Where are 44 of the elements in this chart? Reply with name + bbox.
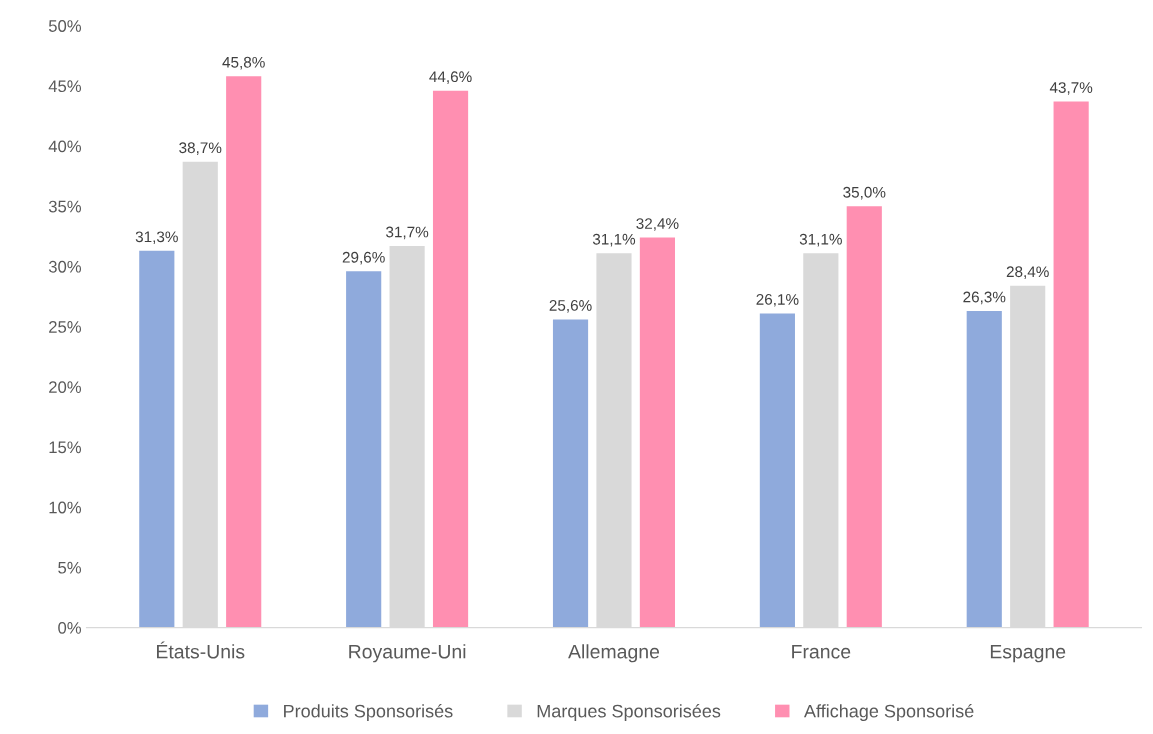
y-tick-label: 0% [58,621,82,634]
bar [639,237,675,628]
legend-label: Affichage Sponsorisé [803,704,974,722]
data-label: 45,8% [222,56,265,70]
data-label: 44,6% [429,71,472,84]
y-tick-label: 10% [49,501,82,514]
y-tick-label: 25% [49,321,82,333]
y-tick-label: 50% [48,20,82,32]
legend-label: Produits Sponsorisés [284,704,453,722]
data-label: 31,1% [592,233,636,247]
bar [226,76,262,628]
bar [759,313,795,628]
data-label: 25,6% [549,300,592,313]
bar [552,319,589,628]
data-label: 26,3% [963,291,1006,305]
y-tick-label: 35% [48,200,82,213]
y-tick-label: 40% [48,140,82,153]
x-tick-label: États-Unis [157,641,245,659]
data-label: 32,4% [636,218,679,231]
x-tick-label: France [792,644,851,659]
y-tick-label: 30% [48,260,82,273]
bar [966,310,1002,628]
bar [139,250,175,628]
y-tick-label: 20% [49,381,82,394]
y-tick-label: 5% [58,561,82,574]
bar [846,206,882,628]
y-tick-label: 15% [49,441,82,454]
x-tick-label: Allemagne [568,644,660,663]
data-label: 31,7% [386,226,429,240]
data-label: 31,3% [135,231,178,245]
bar [346,271,382,628]
x-tick-label: Royaume-Uni [349,644,466,663]
x-tick-label: Espagne [990,644,1066,663]
bar [432,90,469,628]
data-label: 28,4% [1006,266,1049,279]
data-label: 43,7% [1049,82,1093,95]
data-label: 35,0% [843,186,886,200]
data-label: 38,7% [179,142,222,155]
legend-label: Marques Sponsorisées [537,704,721,722]
data-label: 29,6% [342,251,385,265]
bar [1053,101,1089,628]
data-label: 31,1% [799,233,842,247]
data-label: 26,1% [756,293,799,307]
y-tick-label: 45% [48,80,82,93]
